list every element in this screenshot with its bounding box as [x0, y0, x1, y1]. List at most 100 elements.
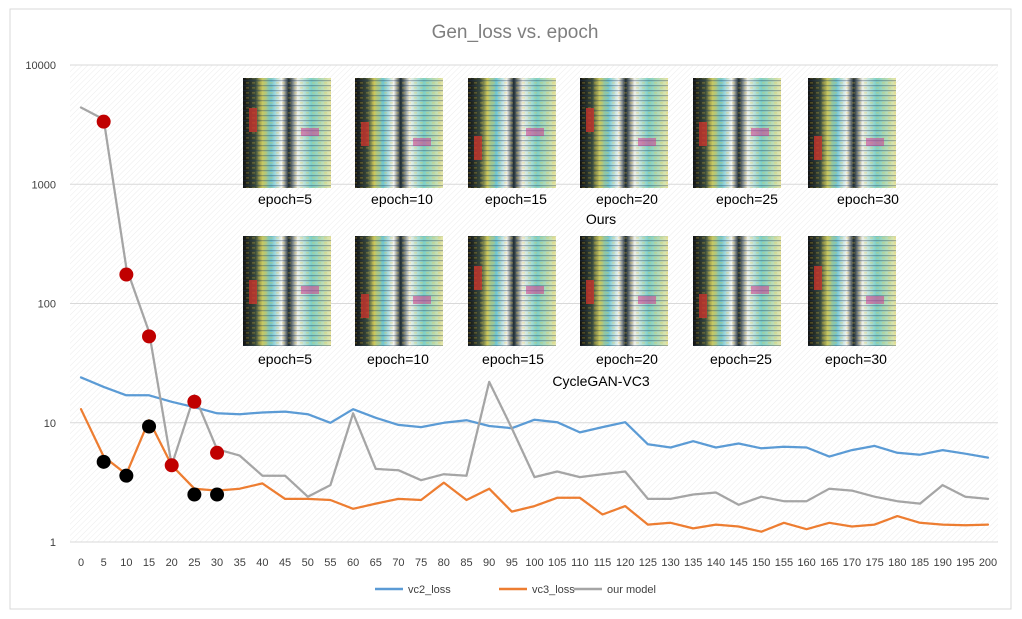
- thumbnail-highlight: [751, 128, 769, 136]
- thumbnail-texture: [580, 78, 668, 188]
- thumbnail-highlight: [751, 286, 769, 294]
- spectrogram-thumbnail: [693, 236, 781, 346]
- spectrogram-thumbnail: [468, 236, 556, 346]
- x-tick-label: 165: [820, 557, 838, 569]
- x-tick-label: 135: [684, 557, 702, 569]
- legend-label: vc3_loss: [532, 584, 575, 596]
- x-tick-label: 105: [548, 557, 566, 569]
- thumbnail-highlight: [301, 286, 319, 294]
- x-tick-label: 30: [211, 557, 223, 569]
- thumbnail-caption: CycleGAN-VC3: [552, 373, 649, 389]
- thumbnail-label: epoch=10: [367, 351, 429, 367]
- thumbnail-highlight: [301, 128, 319, 136]
- data-marker: [187, 487, 202, 502]
- x-tick-label: 65: [370, 557, 382, 569]
- x-tick-label: 130: [661, 557, 679, 569]
- thumbnail-highlight: [586, 108, 594, 132]
- thumbnail-label: epoch=25: [710, 351, 772, 367]
- thumbnail-highlight: [526, 286, 544, 294]
- spectrogram-thumbnail: [693, 78, 781, 188]
- thumbnail-highlight: [249, 280, 257, 304]
- data-marker: [96, 454, 111, 469]
- legend-label: our model: [607, 584, 656, 596]
- series-layer: [79, 106, 990, 533]
- x-tick-label: 140: [707, 557, 725, 569]
- x-tick-label: 145: [729, 557, 747, 569]
- x-tick-label: 75: [415, 557, 427, 569]
- series-line-vc3_loss: [79, 408, 990, 533]
- x-tick-label: 35: [234, 557, 246, 569]
- series-line-our-model: [79, 106, 990, 506]
- thumbnail-label: epoch=30: [837, 191, 899, 207]
- spectrogram-thumbnail: [243, 236, 331, 346]
- thumbnail-texture: [355, 78, 443, 188]
- x-tick-label: 185: [911, 557, 929, 569]
- thumbnail-highlight: [526, 128, 544, 136]
- spectrogram-thumbnail: [808, 236, 896, 346]
- thumbnail-highlight: [814, 136, 822, 160]
- x-tick-label: 175: [865, 557, 883, 569]
- x-tick-label: 25: [188, 557, 200, 569]
- thumbnail-highlight: [638, 296, 656, 304]
- x-tick-label: 85: [460, 557, 472, 569]
- y-tick-label: 1000: [32, 179, 56, 191]
- data-marker: [210, 445, 225, 460]
- spectrogram-thumbnails: [243, 78, 896, 346]
- legend: vc2_loss vc3_loss our model: [375, 584, 656, 596]
- x-tick-label: 80: [438, 557, 450, 569]
- annotation-layer: epoch=5 epoch=10 epoch=15 epoch=20 epoch=25 e…: [258, 191, 899, 389]
- x-tick-label: 70: [392, 557, 404, 569]
- y-axis-ticks: 1 10 100 1000 10000: [25, 60, 56, 549]
- series-line-vc2_loss: [79, 376, 990, 459]
- x-tick-label: 95: [506, 557, 518, 569]
- y-tick-label: 100: [38, 299, 56, 311]
- data-marker: [142, 419, 157, 434]
- thumbnail-highlight: [699, 122, 707, 146]
- x-tick-label: 120: [616, 557, 634, 569]
- x-tick-label: 155: [775, 557, 793, 569]
- thumbnail-highlight: [474, 266, 482, 290]
- data-marker: [164, 458, 179, 473]
- x-tick-label: 90: [483, 557, 495, 569]
- thumbnail-label: epoch=20: [596, 191, 658, 207]
- thumbnail-highlight: [866, 296, 884, 304]
- data-marker: [187, 394, 202, 409]
- thumbnail-texture: [808, 78, 896, 188]
- thumbnail-caption: Ours: [586, 211, 616, 227]
- data-marker: [142, 329, 157, 344]
- thumbnail-label: epoch=5: [258, 351, 312, 367]
- x-tick-label: 180: [888, 557, 906, 569]
- x-tick-label: 115: [594, 557, 612, 569]
- x-tick-label: 110: [571, 557, 589, 569]
- thumbnail-highlight: [814, 266, 822, 290]
- y-tick-label: 1: [50, 537, 56, 549]
- thumbnail-label: epoch=25: [716, 191, 778, 207]
- x-tick-label: 45: [279, 557, 291, 569]
- x-tick-label: 125: [639, 557, 657, 569]
- x-tick-label: 60: [347, 557, 359, 569]
- spectrogram-thumbnail: [355, 78, 443, 188]
- spectrogram-thumbnail: [468, 78, 556, 188]
- data-marker: [119, 468, 134, 483]
- x-tick-label: 50: [302, 557, 314, 569]
- spectrogram-thumbnail: [580, 236, 668, 346]
- spectrogram-thumbnail: [355, 236, 443, 346]
- spectrogram-thumbnail: [808, 78, 896, 188]
- x-tick-label: 0: [78, 557, 84, 569]
- thumbnail-label: epoch=15: [485, 191, 547, 207]
- x-tick-label: 40: [256, 557, 268, 569]
- thumbnail-texture: [808, 236, 896, 346]
- legend-label: vc2_loss: [408, 584, 451, 596]
- thumbnail-texture: [355, 236, 443, 346]
- x-tick-label: 160: [797, 557, 815, 569]
- x-tick-label: 150: [752, 557, 770, 569]
- spectrogram-thumbnail: [580, 78, 668, 188]
- x-axis-ticks: 0 5 10 15 20 25 30 35 40 45 50 55 60 65 70 75 80 85 90 95 10…: [78, 557, 997, 569]
- marker-layer: [96, 114, 225, 502]
- data-marker: [210, 487, 225, 502]
- data-marker: [96, 114, 111, 129]
- x-tick-label: 190: [933, 557, 951, 569]
- thumbnail-highlight: [361, 122, 369, 146]
